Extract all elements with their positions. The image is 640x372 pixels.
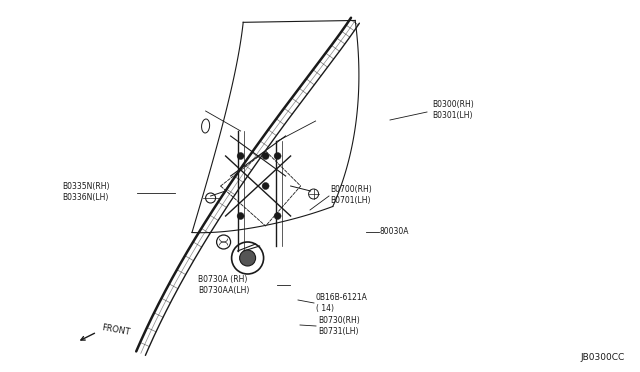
Circle shape xyxy=(262,153,269,160)
Text: JB0300CC: JB0300CC xyxy=(580,353,625,362)
Text: 80030A: 80030A xyxy=(380,228,410,237)
Circle shape xyxy=(239,250,255,266)
Text: B0730(RH)
B0731(LH): B0730(RH) B0731(LH) xyxy=(318,316,360,336)
Text: B0730A (RH)
B0730AA(LH): B0730A (RH) B0730AA(LH) xyxy=(198,275,250,295)
Text: B0300(RH)
B0301(LH): B0300(RH) B0301(LH) xyxy=(432,100,474,120)
Circle shape xyxy=(274,212,281,219)
Text: B0700(RH)
B0701(LH): B0700(RH) B0701(LH) xyxy=(330,185,372,205)
Circle shape xyxy=(274,153,281,160)
Circle shape xyxy=(262,183,269,189)
Circle shape xyxy=(237,153,244,160)
Text: 0B16B-6121A
( 14): 0B16B-6121A ( 14) xyxy=(316,293,368,313)
Text: FRONT: FRONT xyxy=(101,323,131,337)
Text: B0335N(RH)
B0336N(LH): B0335N(RH) B0336N(LH) xyxy=(62,182,109,202)
Circle shape xyxy=(237,212,244,219)
